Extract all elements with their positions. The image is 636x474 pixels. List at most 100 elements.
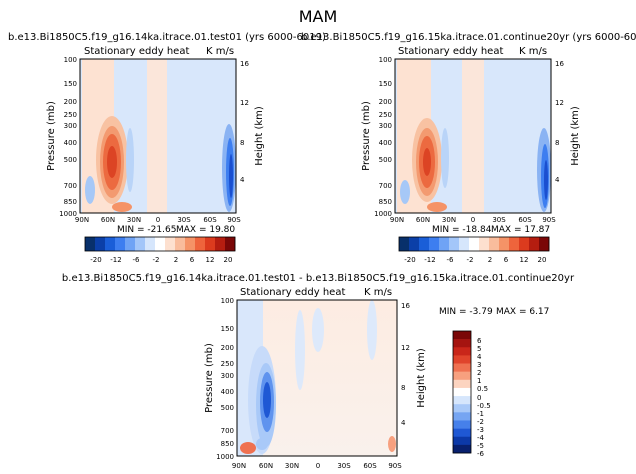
panel-1: b.e13.Bi1850C5.f19_g16.14ka.itrace.01.te… bbox=[8, 32, 326, 264]
panel-3-ytick: 100 bbox=[221, 297, 234, 305]
panel-1-xtick: 0 bbox=[156, 216, 160, 224]
panel-1-xtick: 60S bbox=[203, 216, 217, 224]
panel-2-contour bbox=[441, 128, 449, 188]
panel-3-min: MIN = -3.79 bbox=[439, 307, 493, 317]
panel-3-colorbar-label: 2 bbox=[477, 369, 481, 377]
panel-3-colorbar-label: -2 bbox=[477, 418, 484, 426]
panel-2-y2tick: 4 bbox=[555, 176, 560, 184]
panel-1-y2tick: 4 bbox=[240, 176, 245, 184]
colorbar-swatch bbox=[439, 237, 450, 251]
colorbar-swatch bbox=[453, 404, 471, 413]
panel-3-title: b.e13.Bi1850C5.f19_g16.14ka.itrace.01.te… bbox=[62, 273, 575, 284]
panel-3-ytick: 700 bbox=[221, 427, 234, 435]
panel-2-colorbar-label: -20 bbox=[404, 256, 415, 264]
panel-2-colorbar bbox=[398, 236, 550, 252]
panel-3-contour bbox=[256, 438, 268, 450]
colorbar-swatch bbox=[85, 237, 96, 251]
panel-3-ytick: 1000 bbox=[216, 453, 234, 461]
panel-1-ytick: 100 bbox=[64, 56, 77, 64]
panel-1-ytick: 500 bbox=[64, 156, 77, 164]
colorbar-swatch bbox=[453, 331, 471, 340]
panel-2-colorbar-label: 6 bbox=[504, 256, 509, 264]
panel-3-ytick: 300 bbox=[221, 372, 234, 380]
panel-2-contour bbox=[423, 148, 431, 176]
panel-3-xtick: 60N bbox=[259, 462, 273, 470]
panel-3-xtick: 30N bbox=[285, 462, 299, 470]
colorbar-swatch bbox=[459, 237, 470, 251]
colorbar-swatch bbox=[453, 371, 471, 381]
panel-2-contour bbox=[427, 202, 447, 212]
colorbar-swatch bbox=[419, 237, 430, 251]
panel-2-colorbar-label: -6 bbox=[447, 256, 455, 264]
panel-2-colorbar-label: -2 bbox=[467, 256, 474, 264]
colorbar-swatch bbox=[125, 237, 136, 251]
panel-2-variable: Stationary eddy heat bbox=[398, 46, 503, 57]
panel-2-ytick: 1000 bbox=[374, 210, 392, 218]
colorbar-swatch bbox=[453, 363, 471, 372]
colorbar-swatch bbox=[225, 237, 236, 251]
panel-3-colorbar-label: -6 bbox=[477, 450, 485, 458]
panel-2-ylabel: Pressure (mb) bbox=[361, 101, 372, 171]
panel-2-xtick: 60S bbox=[518, 216, 532, 224]
panel-3-ylabel: Pressure (mb) bbox=[204, 343, 215, 413]
panel-3-contour bbox=[240, 442, 256, 454]
panel-3-y2tick: 4 bbox=[401, 419, 406, 427]
colorbar-swatch bbox=[509, 237, 520, 251]
colorbar-swatch bbox=[165, 237, 176, 251]
panel-3-colorbar-label: 0 bbox=[477, 394, 481, 402]
panel-2-xtick: 0 bbox=[471, 216, 475, 224]
panel-3-units: K m/s bbox=[364, 287, 392, 298]
colorbar-swatch bbox=[453, 444, 471, 454]
panel-1-field bbox=[80, 59, 236, 213]
panel-3-variable: Stationary eddy heat bbox=[240, 287, 345, 298]
panel-3-colorbar-label: 3 bbox=[477, 361, 481, 369]
panel-2-ytick: 500 bbox=[379, 156, 392, 164]
panel-2-ytick: 200 bbox=[379, 98, 392, 106]
panel-3-colorbar-label: -0.5 bbox=[477, 402, 491, 410]
panel-1-contour bbox=[229, 154, 233, 198]
panel-3-ytick: 850 bbox=[221, 440, 234, 448]
panel-2-warm-band bbox=[462, 59, 484, 213]
panel-3-contour bbox=[312, 308, 324, 352]
panel-2-ytick: 100 bbox=[379, 56, 392, 64]
panel-1-ytick: 700 bbox=[64, 182, 77, 190]
colorbar-swatch bbox=[489, 237, 500, 251]
colorbar-swatch bbox=[499, 237, 510, 251]
panel-1-xtick: 30S bbox=[177, 216, 191, 224]
colorbar-swatch bbox=[205, 237, 216, 251]
colorbar-swatch bbox=[453, 379, 471, 389]
panel-3-y2tick: 12 bbox=[401, 344, 410, 352]
panel-2-title: b.e13.Bi1850C5.f19_g16.15ka.itrace.01.co… bbox=[301, 32, 636, 43]
panel-2-ytick: 700 bbox=[379, 182, 392, 190]
panel-2-frame bbox=[394, 58, 552, 214]
panel-3-colorbar-label: -5 bbox=[477, 442, 484, 450]
panel-3-contour bbox=[367, 300, 377, 360]
colorbar-swatch bbox=[479, 237, 490, 251]
panel-1-y2tick: 12 bbox=[240, 99, 249, 107]
panel-2-colorbar-label: 20 bbox=[538, 256, 547, 264]
panel-3-xtick: 90N bbox=[232, 462, 246, 470]
panel-3-colorbar-label: 5 bbox=[477, 345, 481, 353]
colorbar-swatch bbox=[453, 355, 471, 364]
figure-title: MAM bbox=[299, 7, 338, 26]
colorbar-swatch bbox=[449, 237, 460, 251]
panel-1-ytick: 200 bbox=[64, 98, 77, 106]
colorbar-swatch bbox=[215, 237, 226, 251]
panel-1-min: MIN = -21.65 bbox=[117, 225, 176, 235]
colorbar-swatch bbox=[399, 237, 410, 251]
panel-3-y2tick: 8 bbox=[401, 384, 405, 392]
panel-1-contour bbox=[112, 202, 132, 212]
panel-2-ytick: 300 bbox=[379, 122, 392, 130]
panel-1-max: MAX = 19.80 bbox=[176, 225, 235, 235]
panel-2-xtick: 90S bbox=[542, 216, 556, 224]
colorbar-swatch bbox=[115, 237, 126, 251]
panel-3-colorbar-label: 6 bbox=[477, 337, 482, 345]
colorbar-swatch bbox=[409, 237, 420, 251]
panel-1-colorbar-label: -20 bbox=[90, 256, 101, 264]
panel-3-y2tick: 16 bbox=[401, 302, 410, 310]
colorbar-swatch bbox=[453, 339, 471, 348]
panel-1-frame bbox=[79, 58, 237, 214]
panel-2-y2tick: 8 bbox=[555, 139, 559, 147]
panel-1-xtick: 30N bbox=[127, 216, 141, 224]
